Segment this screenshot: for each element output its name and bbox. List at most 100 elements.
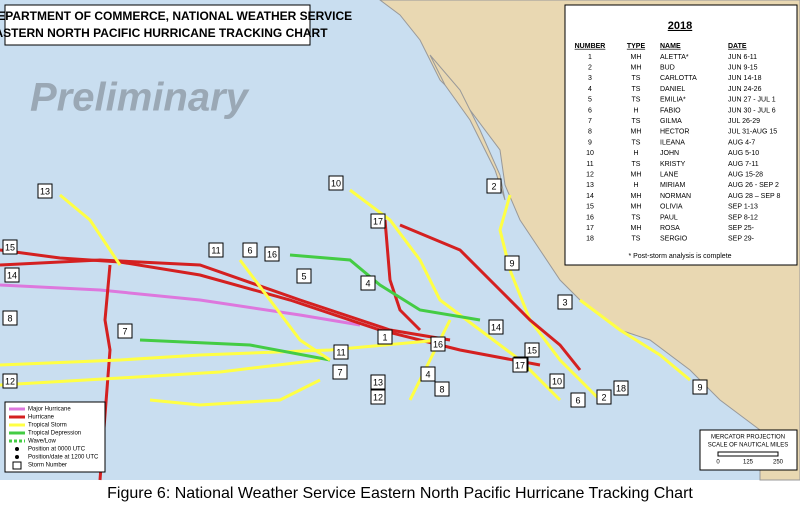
table-cell: AUG 4-7 bbox=[728, 139, 755, 146]
storm-box bbox=[524, 342, 540, 358]
storm-box bbox=[557, 294, 573, 310]
storm-number: 12 bbox=[373, 392, 383, 402]
storm-number: 4 bbox=[425, 369, 430, 379]
legend-dot bbox=[15, 455, 19, 459]
table-cell: TS bbox=[632, 75, 641, 82]
table-cell: MH bbox=[631, 225, 642, 232]
table-cell: EMILIA* bbox=[660, 97, 686, 104]
storm-box bbox=[488, 319, 504, 335]
table-cell: 7 bbox=[588, 118, 592, 125]
table-cell: KRISTY bbox=[660, 161, 686, 168]
table-cell: SEP 8-12 bbox=[728, 214, 758, 221]
table-cell: JUL 31-AUG 15 bbox=[728, 129, 777, 136]
scale-tick: 250 bbox=[773, 460, 784, 466]
table-cell: 4 bbox=[588, 86, 592, 93]
storm-box bbox=[37, 183, 53, 199]
storm-number: 8 bbox=[7, 313, 12, 323]
legend-label: Position/date at 1200 UTC bbox=[28, 455, 99, 461]
table-cell: JOHN bbox=[660, 150, 679, 157]
table-cell: FABIO bbox=[660, 107, 681, 114]
table-cell: JUN 24-26 bbox=[728, 86, 762, 93]
table-cell: SEP 1-13 bbox=[728, 204, 758, 211]
header-subtitle: EASTERN NORTH PACIFIC HURRICANE TRACKING… bbox=[0, 26, 328, 40]
track bbox=[139, 338, 331, 362]
scale-bar bbox=[717, 451, 779, 457]
table-cell: 10 bbox=[586, 150, 594, 157]
storm-number: 16 bbox=[433, 339, 443, 349]
table-header: TYPE bbox=[627, 43, 646, 50]
track bbox=[579, 298, 691, 382]
table-cell: AUG 28 – SEP 8 bbox=[728, 193, 781, 200]
storm-number: 7 bbox=[122, 326, 127, 336]
table-cell: H bbox=[633, 182, 638, 189]
storm-number: 4 bbox=[365, 278, 370, 288]
track bbox=[59, 193, 122, 266]
legend-label: Major Hurricane bbox=[28, 407, 71, 413]
table-cell: MH bbox=[631, 204, 642, 211]
storm-number: 17 bbox=[373, 216, 383, 226]
table-cell: SEP 25- bbox=[728, 225, 755, 232]
storm-box bbox=[296, 268, 312, 284]
table-box: 2018 * Post-storm analysis is complete bbox=[564, 4, 798, 266]
table-cell: TS bbox=[632, 236, 641, 243]
track bbox=[0, 248, 541, 367]
table-cell: JUN 30 - JUL 6 bbox=[728, 107, 776, 114]
track bbox=[0, 338, 441, 367]
table-cell: TS bbox=[632, 139, 641, 146]
storm-box bbox=[333, 344, 349, 360]
storm-number: 14 bbox=[7, 270, 17, 280]
header-title: U.S. DEPARTMENT OF COMMERCE, NATIONAL WE… bbox=[0, 9, 352, 23]
storm-number: 13 bbox=[373, 377, 383, 387]
storm-number: 18 bbox=[616, 383, 626, 393]
table-note: * Post-storm analysis is complete bbox=[628, 253, 731, 260]
table-header: NUMBER bbox=[575, 43, 606, 50]
table-cell: MIRIAM bbox=[660, 182, 685, 189]
legend-label: Hurricane bbox=[28, 415, 55, 421]
table-cell: 16 bbox=[586, 214, 594, 221]
legend-label: Position at 0000 UTC bbox=[28, 447, 86, 453]
storm-number: 16 bbox=[267, 249, 277, 259]
table-cell: MH bbox=[631, 65, 642, 72]
scale-tick: 0 bbox=[716, 460, 720, 466]
storm-number: 1 bbox=[382, 332, 387, 342]
table-cell: DANIEL bbox=[660, 86, 685, 93]
table-cell: TS bbox=[632, 214, 641, 221]
table-cell: AUG 5-10 bbox=[728, 150, 759, 157]
table-cell: ROSA bbox=[660, 225, 680, 232]
table-cell: JUN 14-18 bbox=[728, 75, 762, 82]
table-cell: 5 bbox=[588, 97, 592, 104]
scale-box: MERCATOR PROJECTION SCALE OF NAUTICAL MI… bbox=[699, 429, 798, 471]
table-cell: MH bbox=[631, 172, 642, 179]
table-cell: 14 bbox=[586, 193, 594, 200]
storm-box bbox=[549, 373, 565, 389]
table-cell: 12 bbox=[586, 172, 594, 179]
table-cell: 17 bbox=[586, 225, 594, 232]
table-cell: LANE bbox=[660, 172, 679, 179]
storm-box bbox=[328, 175, 344, 191]
storm-number: 13 bbox=[40, 186, 50, 196]
track bbox=[498, 194, 602, 402]
watermark: Preliminary bbox=[30, 76, 250, 120]
storm-number: 12 bbox=[5, 376, 15, 386]
table-cell: JUN 6-11 bbox=[728, 54, 757, 61]
legend-label: Tropical Storm bbox=[28, 423, 67, 429]
table-cell: MH bbox=[631, 54, 642, 61]
table-cell: ALETTA* bbox=[660, 54, 689, 61]
storm-number: 11 bbox=[211, 245, 220, 255]
table-cell: CARLOTTA bbox=[660, 75, 697, 82]
table-cell: TS bbox=[632, 86, 641, 93]
storm-number: 8 bbox=[439, 384, 444, 394]
baja bbox=[429, 54, 506, 201]
table-cell: OLIVIA bbox=[660, 204, 683, 211]
legend-label: Tropical Depression bbox=[28, 431, 81, 437]
table-cell: SEP 29- bbox=[728, 236, 755, 243]
storm-box bbox=[332, 364, 348, 380]
table-cell: 18 bbox=[586, 236, 594, 243]
header-box: U.S. DEPARTMENT OF COMMERCE, NATIONAL WE… bbox=[0, 4, 352, 46]
scale-line1: MERCATOR PROJECTION bbox=[711, 435, 785, 441]
storm-box bbox=[370, 374, 386, 390]
storm-number: 9 bbox=[509, 258, 514, 268]
table-cell: AUG 15-28 bbox=[728, 172, 763, 179]
